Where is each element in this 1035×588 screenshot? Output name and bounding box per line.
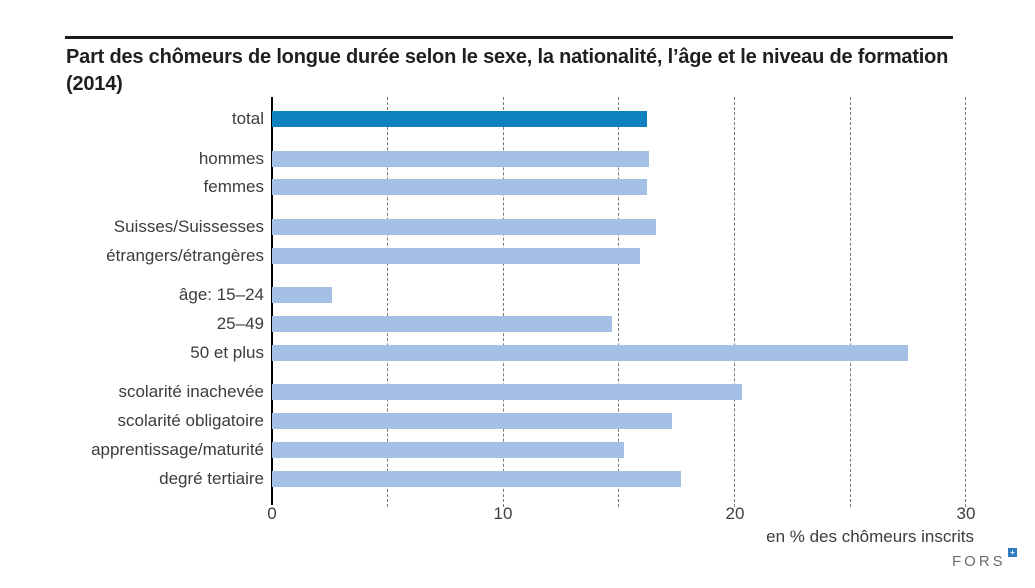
bar xyxy=(272,219,656,235)
x-axis-unit-label: en % des chômeurs inscrits xyxy=(272,527,974,547)
bar xyxy=(272,151,649,167)
bar xyxy=(272,384,742,400)
fors-logo-mark-icon: + xyxy=(1008,548,1017,557)
gridline xyxy=(965,97,966,507)
category-label: femmes xyxy=(0,178,264,196)
category-label: total xyxy=(0,110,264,128)
bar xyxy=(272,248,640,264)
x-tick-label: 20 xyxy=(705,504,765,524)
bar xyxy=(272,316,612,332)
category-label: Suisses/Suissesses xyxy=(0,218,264,236)
bar xyxy=(272,287,332,303)
category-label: hommes xyxy=(0,150,264,168)
x-tick-label: 0 xyxy=(242,504,302,524)
plot-area: total hommes femmes Suisses/Suissesses étran… xyxy=(0,0,1035,588)
category-label: degré tertiaire xyxy=(0,470,264,488)
bar xyxy=(272,179,647,195)
x-tick-label: 10 xyxy=(473,504,533,524)
bar xyxy=(272,442,624,458)
fors-logo-text: FORS xyxy=(952,553,1006,570)
bar xyxy=(272,345,908,361)
fors-logo: FORS + xyxy=(950,546,1025,572)
category-label: 25–49 xyxy=(0,315,264,333)
category-label: étrangers/étrangères xyxy=(0,247,264,265)
category-label: apprentissage/maturité xyxy=(0,441,264,459)
bar xyxy=(272,111,647,127)
bar xyxy=(272,471,681,487)
category-label: scolarité inachevée xyxy=(0,383,264,401)
gridline xyxy=(850,97,851,507)
category-label: scolarité obligatoire xyxy=(0,412,264,430)
gridline xyxy=(734,97,735,507)
chart-figure: Part des chômeurs de longue durée selon … xyxy=(0,0,1035,588)
x-tick-label: 30 xyxy=(936,504,996,524)
category-label: âge: 15–24 xyxy=(0,286,264,304)
bar xyxy=(272,413,672,429)
category-label: 50 et plus xyxy=(0,344,264,362)
